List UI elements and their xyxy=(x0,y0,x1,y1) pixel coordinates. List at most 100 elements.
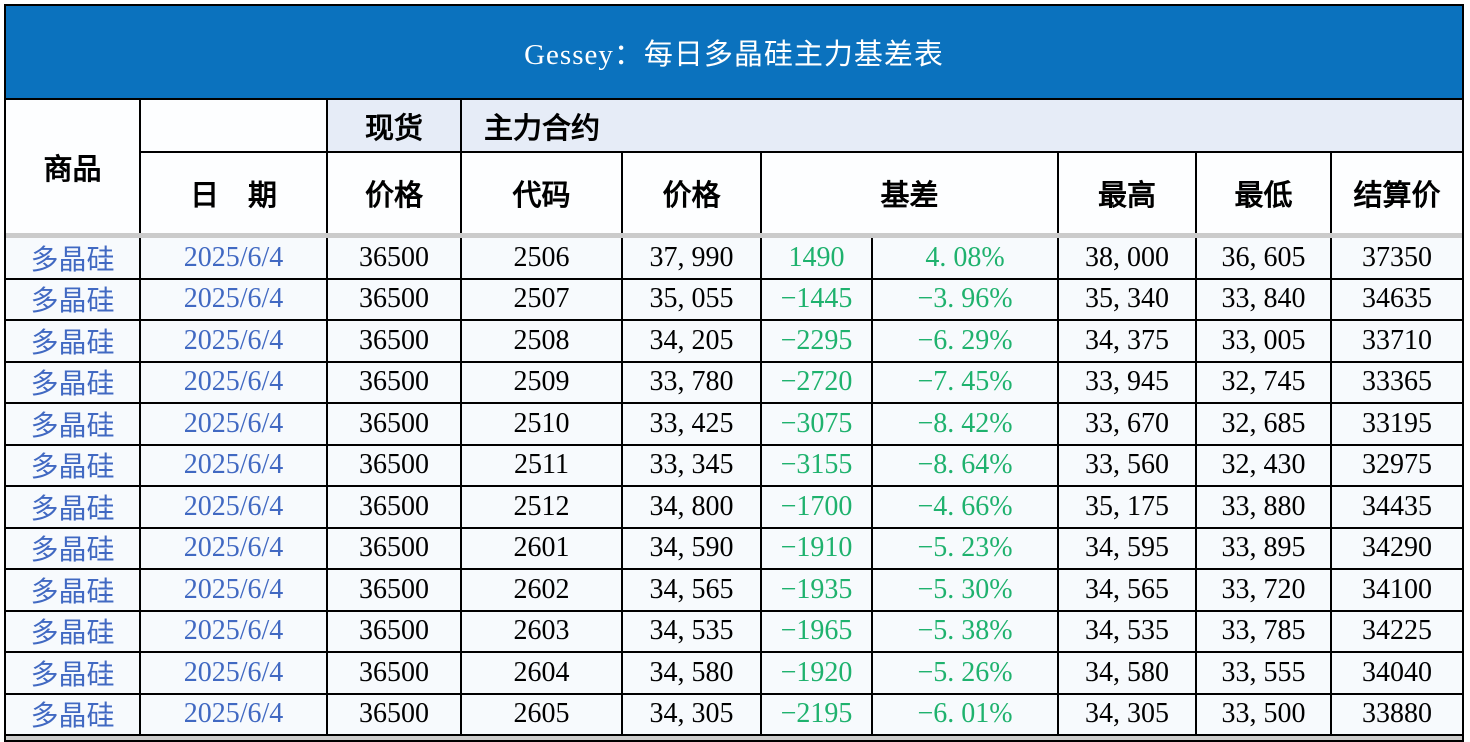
cell-price: 34, 590 xyxy=(623,528,762,568)
cell-commodity: 多晶硅 xyxy=(6,611,141,651)
cell-commodity: 多晶硅 xyxy=(6,321,141,361)
cell-high: 33, 560 xyxy=(1059,445,1197,485)
cell-spot_price: 36500 xyxy=(328,238,462,278)
cell-commodity: 多晶硅 xyxy=(6,487,141,527)
cell-price: 34, 535 xyxy=(623,611,762,651)
cell-code: 2603 xyxy=(462,611,623,651)
cell-price: 34, 565 xyxy=(623,570,762,610)
cell-basis_pct: −6. 01% xyxy=(873,694,1059,734)
cell-high: 34, 580 xyxy=(1059,653,1197,693)
table-row: 多晶硅 2025/6/4 36500 2603 34, 535 −1965 −5… xyxy=(6,611,1462,653)
cell-low: 32, 685 xyxy=(1197,404,1332,444)
cell-spot_price: 36500 xyxy=(328,611,462,651)
table-row: 多晶硅 2025/6/4 36500 2605 34, 305 −2195 −6… xyxy=(6,694,1462,736)
cell-date: 2025/6/4 xyxy=(141,321,328,361)
table-header: 商品 现货 主力合约 日 期 价格 代码 价格 基差 最高 最低 结算价 xyxy=(6,100,1462,233)
cell-code: 2605 xyxy=(462,694,623,734)
cell-price: 34, 205 xyxy=(623,321,762,361)
cell-low: 33, 840 xyxy=(1197,279,1332,319)
cell-basis: 1490 xyxy=(762,238,873,278)
cell-settlement: 33880 xyxy=(1362,698,1432,730)
cell-price: 34, 580 xyxy=(623,653,762,693)
header-code: 代码 xyxy=(462,153,623,233)
cell-code: 2508 xyxy=(462,321,623,361)
cell-basis: −3155 xyxy=(762,445,873,485)
cell-settlement: 33710 xyxy=(1362,324,1432,356)
cell-basis: −1445 xyxy=(762,279,873,319)
cell-commodity: 多晶硅 xyxy=(6,570,141,610)
cell-date: 2025/6/4 xyxy=(141,653,328,693)
cell-spot_price: 36500 xyxy=(328,694,462,734)
cell-code: 2601 xyxy=(462,528,623,568)
cell-price: 33, 425 xyxy=(623,404,762,444)
cell-code: 2602 xyxy=(462,570,623,610)
cell-low: 33, 555 xyxy=(1197,653,1332,693)
cell-basis_pct: −8. 64% xyxy=(873,445,1059,485)
cell-basis: −1910 xyxy=(762,528,873,568)
cell-price: 37, 990 xyxy=(623,238,762,278)
cell-price: 33, 780 xyxy=(623,362,762,402)
bottom-divider xyxy=(6,736,1462,740)
cell-date: 2025/6/4 xyxy=(141,694,328,734)
header-blank-cell xyxy=(141,100,328,153)
cell-basis_pct: −7. 45% xyxy=(873,362,1059,402)
cell-spot_price: 36500 xyxy=(328,404,462,444)
cell-low: 33, 785 xyxy=(1197,611,1332,651)
table-row: 多晶硅 2025/6/4 36500 2507 35, 055 −1445 −3… xyxy=(6,279,1462,321)
cell-code: 2604 xyxy=(462,653,623,693)
header-price: 价格 xyxy=(623,153,762,233)
cell-high: 33, 945 xyxy=(1059,362,1197,402)
cell-spot_price: 36500 xyxy=(328,570,462,610)
cell-date: 2025/6/4 xyxy=(141,362,328,402)
cell-spot_price: 36500 xyxy=(328,362,462,402)
table-row: 多晶硅 2025/6/4 36500 2511 33, 345 −3155 −8… xyxy=(6,445,1462,487)
table-row: 多晶硅 2025/6/4 36500 2602 34, 565 −1935 −5… xyxy=(6,570,1462,612)
table-row: 多晶硅 2025/6/4 36500 2601 34, 590 −1910 −5… xyxy=(6,528,1462,570)
cell-settlement: 34100 xyxy=(1362,573,1432,605)
cell-basis: −1965 xyxy=(762,611,873,651)
cell-code: 2512 xyxy=(462,487,623,527)
cell-spot_price: 36500 xyxy=(328,321,462,361)
cell-high: 35, 175 xyxy=(1059,487,1197,527)
cell-basis_pct: −5. 30% xyxy=(873,570,1059,610)
cell-high: 34, 305 xyxy=(1059,694,1197,734)
header-high: 最高 xyxy=(1059,153,1197,233)
cell-basis: −2195 xyxy=(762,694,873,734)
cell-low: 33, 005 xyxy=(1197,321,1332,361)
cell-price: 35, 055 xyxy=(623,279,762,319)
table-row: 多晶硅 2025/6/4 36500 2506 37, 990 1490 4. … xyxy=(6,238,1462,280)
header-spot-price: 价格 xyxy=(328,153,462,233)
table-row: 多晶硅 2025/6/4 36500 2512 34, 800 −1700 −4… xyxy=(6,487,1462,529)
freeze-pane-divider xyxy=(6,233,1462,238)
cell-basis: −2720 xyxy=(762,362,873,402)
cell-commodity: 多晶硅 xyxy=(6,653,141,693)
cell-low: 36, 605 xyxy=(1197,238,1332,278)
cell-high: 33, 670 xyxy=(1059,404,1197,444)
cell-code: 2510 xyxy=(462,404,623,444)
cell-date: 2025/6/4 xyxy=(141,611,328,651)
cell-high: 34, 595 xyxy=(1059,528,1197,568)
header-commodity: 商品 xyxy=(6,100,141,233)
cell-date: 2025/6/4 xyxy=(141,404,328,444)
cell-basis: −1935 xyxy=(762,570,873,610)
cell-commodity: 多晶硅 xyxy=(6,238,141,278)
cell-commodity: 多晶硅 xyxy=(6,445,141,485)
cell-code: 2511 xyxy=(462,445,623,485)
cell-settlement: 34290 xyxy=(1362,532,1432,564)
table-row: 多晶硅 2025/6/4 36500 2508 34, 205 −2295 −6… xyxy=(6,321,1462,363)
cell-basis_pct: −3. 96% xyxy=(873,279,1059,319)
cell-basis_pct: −8. 42% xyxy=(873,404,1059,444)
cell-settlement: 33365 xyxy=(1362,366,1432,398)
cell-settlement: 37350 xyxy=(1362,241,1432,273)
basis-table: Gessey：每日多晶硅主力基差表 商品 现货 主力合约 日 期 价格 代码 价… xyxy=(4,4,1464,742)
cell-low: 33, 720 xyxy=(1197,570,1332,610)
cell-high: 34, 375 xyxy=(1059,321,1197,361)
cell-commodity: 多晶硅 xyxy=(6,528,141,568)
cell-price: 33, 345 xyxy=(623,445,762,485)
cell-basis_pct: 4. 08% xyxy=(873,238,1059,278)
header-settlement: 结算价 xyxy=(1353,180,1441,212)
cell-commodity: 多晶硅 xyxy=(6,279,141,319)
cell-basis_pct: −5. 26% xyxy=(873,653,1059,693)
header-basis: 基差 xyxy=(762,153,1059,233)
cell-basis_pct: −4. 66% xyxy=(873,487,1059,527)
